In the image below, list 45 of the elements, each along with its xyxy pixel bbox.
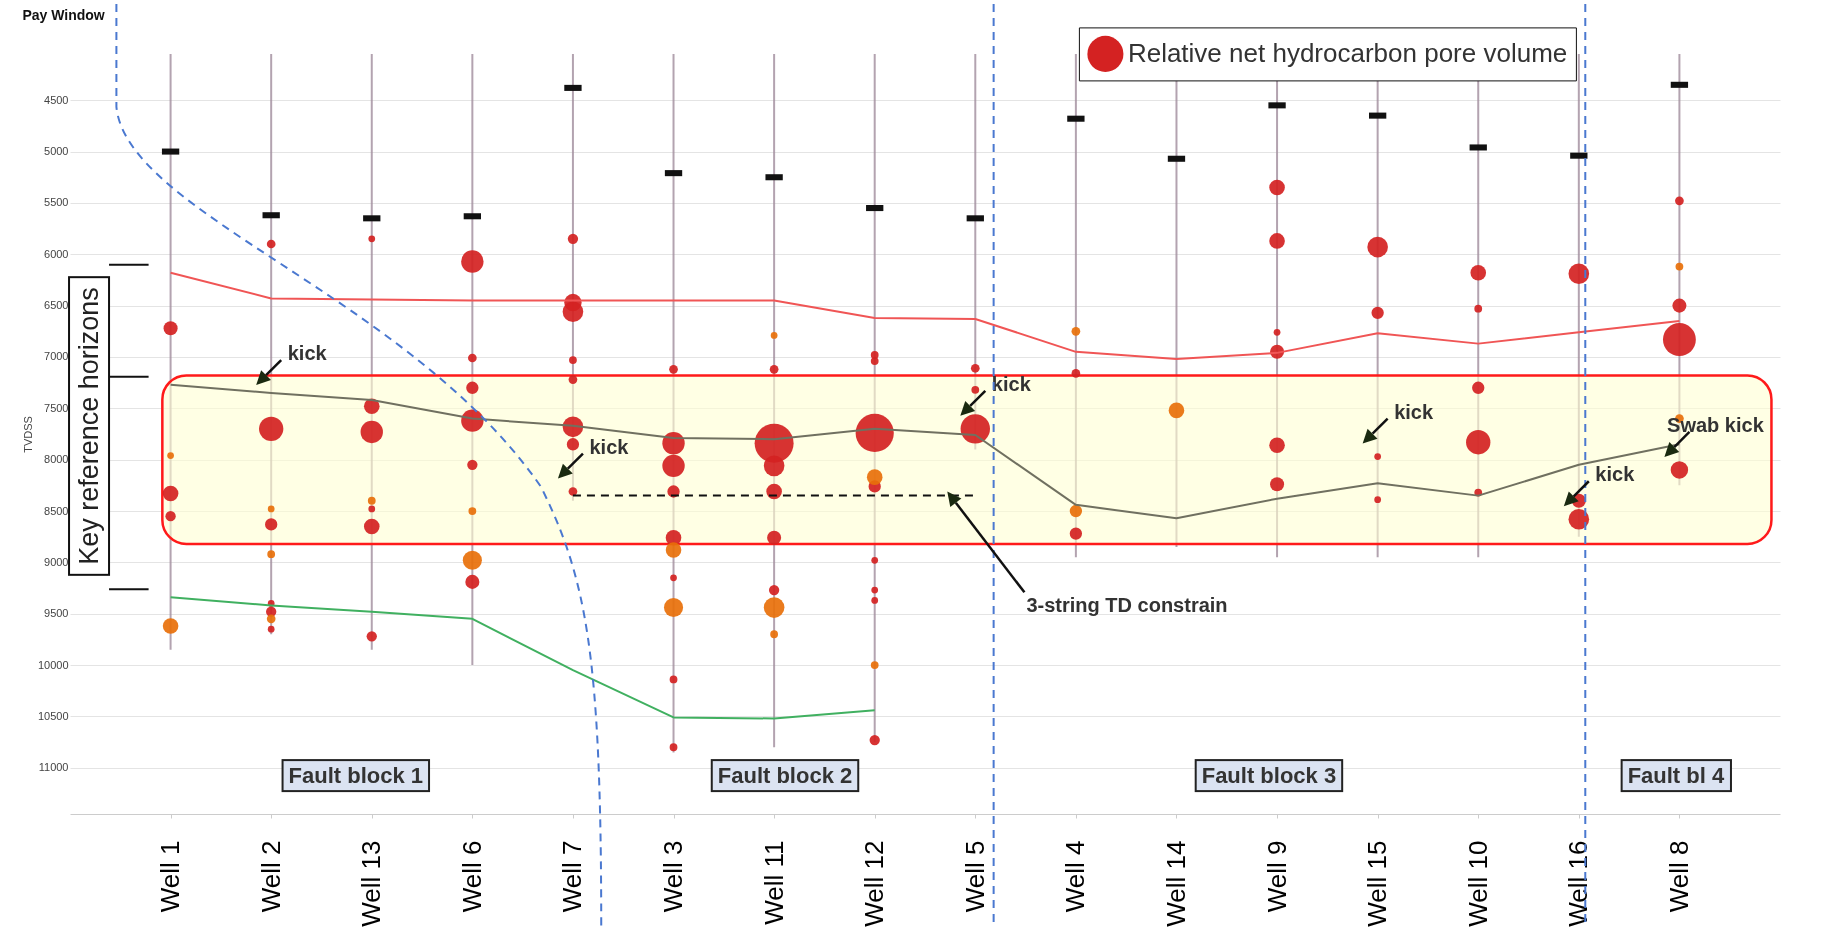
y-axis-title: TVDSS xyxy=(21,416,34,453)
y-tick-label: 5000 xyxy=(44,145,69,158)
y-tick-label: 4500 xyxy=(44,93,69,106)
annotation: Key reference horizons xyxy=(74,287,105,565)
y-tick-label: 7000 xyxy=(44,350,69,363)
x-tick-label: Well 3 xyxy=(658,840,689,913)
annotation: kick xyxy=(991,372,1032,395)
y-tick-label: 8000 xyxy=(44,453,69,466)
x-tick-label: Well 1 xyxy=(155,840,186,913)
y-tick-label: 7500 xyxy=(44,401,69,414)
annotation: Fault block 3 xyxy=(1201,763,1337,789)
annotation: kick xyxy=(287,342,328,365)
annotation: Fault bl 4 xyxy=(1627,763,1725,789)
x-tick-label: Well 6 xyxy=(456,840,487,913)
legend-label: Relative net hydrocarbon pore volume xyxy=(1127,37,1568,68)
x-tick-label: Well 8 xyxy=(1663,840,1694,913)
y-tick-label: 8500 xyxy=(44,504,69,517)
x-tick-label: Well 2 xyxy=(255,840,286,913)
x-tick-label: Well 14 xyxy=(1160,840,1191,927)
x-tick-label: Well 7 xyxy=(557,840,588,913)
annotation: kick xyxy=(1394,400,1434,423)
annotation: kick xyxy=(1595,463,1636,486)
y-tick-label: 9000 xyxy=(44,555,69,568)
x-tick-label: Well 11 xyxy=(758,840,789,925)
x-tick-label: Well 15 xyxy=(1362,840,1393,927)
y-tick-label: 10000 xyxy=(37,658,69,671)
chart-title: Pay Window xyxy=(22,6,105,23)
x-tick-label: Well 13 xyxy=(356,840,387,927)
x-tick-label: Well 10 xyxy=(1462,840,1493,927)
y-tick-label: 9500 xyxy=(44,607,69,620)
line-series xyxy=(169,596,876,720)
annotation: Fault block 1 xyxy=(288,763,424,789)
x-tick-label: Well 12 xyxy=(859,840,890,927)
x-tick-label: Well 5 xyxy=(959,840,990,913)
y-tick-label: 11000 xyxy=(38,761,69,774)
y-tick-label: 5500 xyxy=(44,196,69,209)
y-tick-label: 6500 xyxy=(44,299,69,312)
annotation: 3-string TD constrain xyxy=(1026,594,1228,617)
annotation: Swab kick xyxy=(1667,413,1765,436)
x-tick-label: Well 4 xyxy=(1060,840,1091,913)
y-tick-label: 6000 xyxy=(44,247,69,260)
annotation: kick xyxy=(589,435,630,458)
x-tick-label: Well 9 xyxy=(1261,840,1292,913)
y-tick-label: 10500 xyxy=(37,709,69,722)
annotation: Fault block 2 xyxy=(717,763,853,789)
